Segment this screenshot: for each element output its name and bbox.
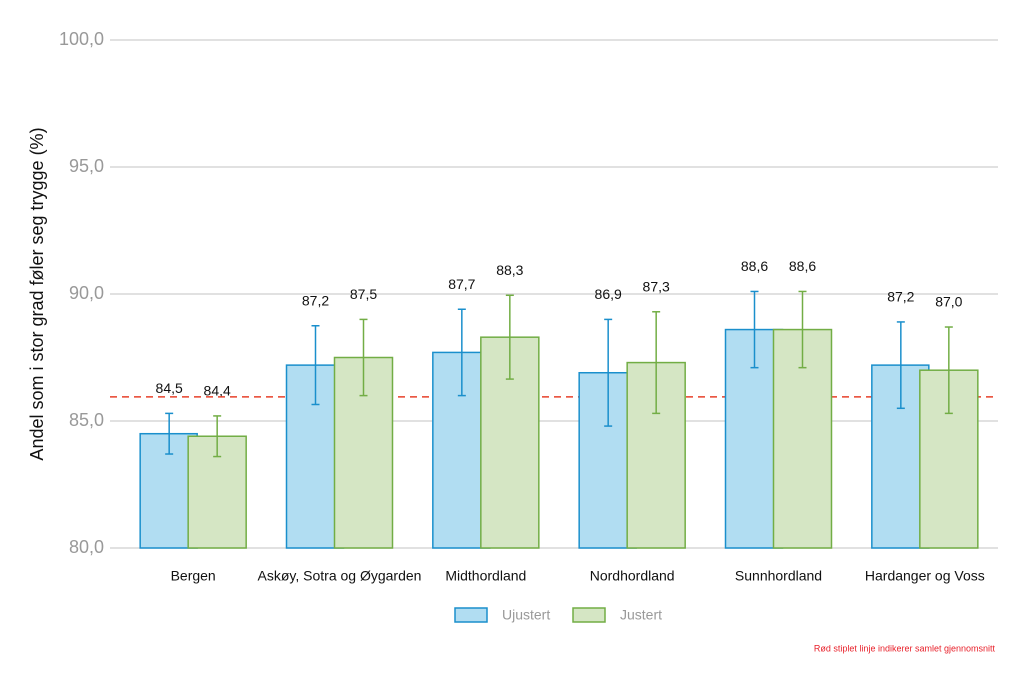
value-label: 84,4 (204, 383, 231, 399)
x-tick-label: Hardanger og Voss (865, 568, 985, 584)
x-tick-label: Nordhordland (590, 568, 675, 584)
x-tick-label: Bergen (171, 568, 216, 584)
value-label: 88,3 (496, 262, 523, 278)
value-label: 88,6 (789, 258, 816, 274)
y-tick-label: 80,0 (69, 537, 104, 557)
note: Rød stiplet linje indikerer samlet gjenn… (814, 643, 996, 653)
y-tick-label: 85,0 (69, 410, 104, 430)
value-label: 87,7 (448, 276, 475, 292)
x-tick-label: Askøy, Sotra og Øygarden (258, 568, 422, 584)
legend-swatch (454, 607, 488, 623)
value-label: 87,3 (643, 278, 670, 294)
x-tick-label: Midthordland (445, 568, 526, 584)
value-label: 87,0 (935, 294, 962, 310)
legend-label: Ujustert (502, 607, 550, 623)
y-tick-label: 95,0 (69, 156, 104, 176)
y-tick-label: 100,0 (59, 29, 104, 49)
value-label: 86,9 (595, 286, 622, 302)
value-label: 88,6 (741, 258, 768, 274)
legend-swatch (572, 607, 606, 623)
value-label: 84,5 (156, 380, 183, 396)
x-tick-label: Sunnhordland (735, 568, 822, 584)
y-tick-label: 90,0 (69, 283, 104, 303)
value-label: 87,2 (887, 289, 914, 305)
value-label: 87,2 (302, 292, 329, 308)
y-axis-title: Andel som i stor grad føler seg trygge (… (27, 127, 47, 460)
value-label: 87,5 (350, 286, 377, 302)
legend-label: Justert (620, 607, 662, 623)
